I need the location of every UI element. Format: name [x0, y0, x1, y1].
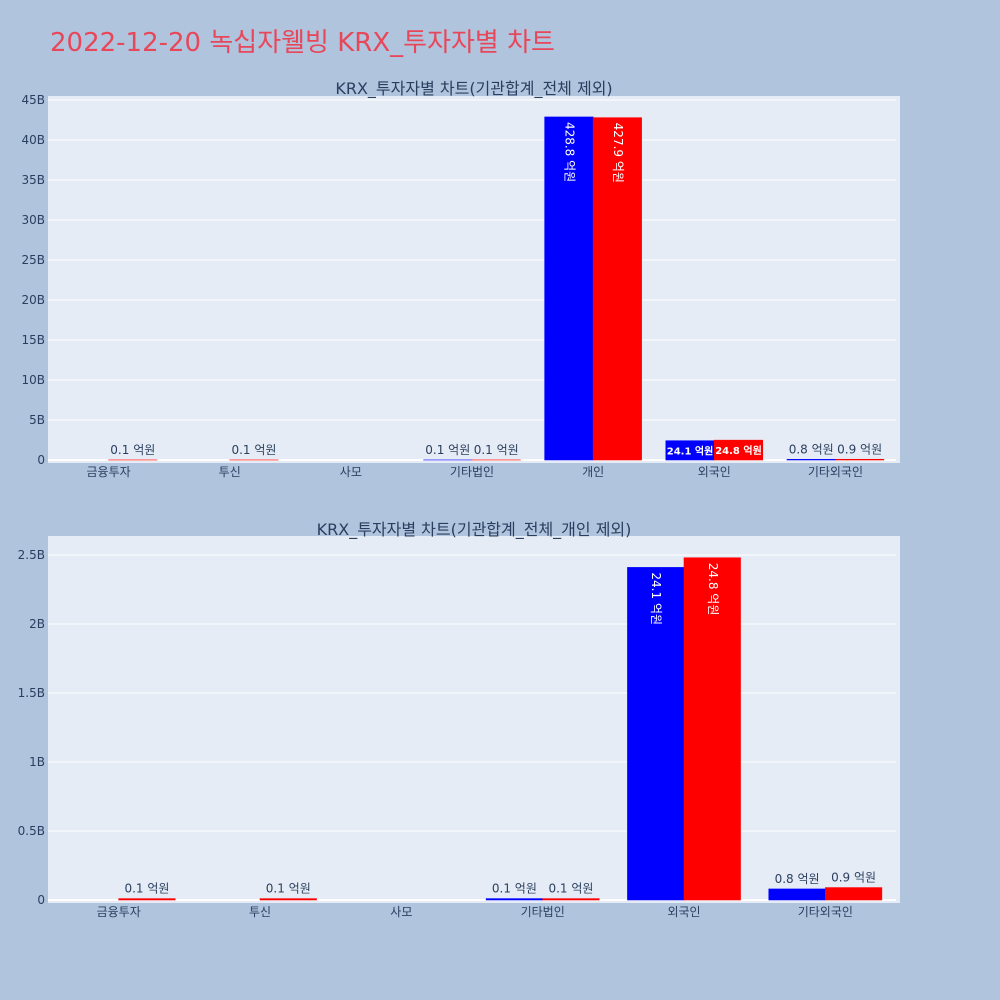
bar	[786, 459, 836, 461]
x-tick-label: 투신	[249, 905, 271, 919]
y-tick-label: 35B	[21, 173, 45, 187]
data-label: 428.8 억원	[562, 122, 576, 182]
y-tick-label: 2B	[29, 617, 45, 631]
x-tick-label: 투신	[219, 465, 241, 479]
x-tick-label: 기타외국인	[808, 465, 863, 479]
data-label: 0.1 억원	[266, 882, 311, 896]
y-tick-label: 5B	[29, 413, 45, 427]
data-label: 0.1 억원	[124, 882, 169, 896]
y-tick-label: 0.5B	[18, 824, 45, 838]
data-label: 24.1 억원	[667, 444, 714, 457]
data-label: 0.1 억원	[110, 443, 155, 457]
y-tick-label: 0	[37, 453, 45, 467]
page-title: 2022-12-20 녹십자웰빙 KRX_투자자별 차트	[50, 28, 555, 58]
data-label: 0.9 억원	[831, 871, 876, 885]
bar	[118, 898, 176, 901]
data-label: 0.1 억원	[492, 882, 537, 896]
y-tick-label: 15B	[21, 333, 45, 347]
bar	[835, 458, 885, 461]
data-label: 427.9 억원	[611, 123, 625, 183]
bar	[825, 887, 883, 901]
y-tick-label: 10B	[21, 373, 45, 387]
data-label: 0.1 억원	[425, 443, 470, 457]
y-tick-label: 20B	[21, 293, 45, 307]
data-label: 24.8 억원	[715, 444, 762, 457]
x-tick-label: 금융투자	[86, 465, 130, 479]
y-tick-label: 40B	[21, 133, 45, 147]
y-tick-label: 2.5B	[18, 548, 45, 562]
y-tick-label: 1.5B	[18, 686, 45, 700]
x-tick-label: 개인	[582, 465, 604, 479]
x-tick-label: 기타외국인	[798, 905, 853, 919]
x-tick-label: 기타법인	[450, 465, 494, 479]
data-label: 0.8 억원	[775, 872, 820, 886]
y-tick-label: 1B	[29, 755, 45, 769]
data-label: 24.1 억원	[649, 572, 663, 625]
bar	[627, 567, 685, 901]
plot-area	[48, 536, 900, 903]
bar	[768, 888, 826, 901]
data-label: 24.8 억원	[706, 563, 720, 616]
bar	[544, 116, 594, 461]
bar	[542, 898, 600, 901]
data-label: 0.8 억원	[789, 442, 834, 456]
bar	[683, 557, 741, 901]
data-label: 0.9 억원	[837, 442, 882, 456]
y-tick-label: 45B	[21, 93, 45, 107]
chart-title: KRX_투자자별 차트(기관합계_전체_개인 제외)	[317, 520, 632, 540]
data-label: 0.1 억원	[548, 882, 593, 896]
y-tick-label: 30B	[21, 213, 45, 227]
chart-2: 0 0.5B 1B 1.5B 2B 2.5B KRX_투자자별 차트(기관합계_전체_개인 …	[18, 520, 900, 919]
x-tick-label: 사모	[390, 905, 412, 919]
data-label: 0.1 억원	[474, 443, 519, 457]
chart-1: 0 5B 10B 15B 20B 25B 30B 35B 40B 45B KRX_투자자별 차트(기…	[21, 79, 900, 479]
y-tick-label: 0	[37, 893, 45, 907]
plot-area	[48, 96, 900, 463]
x-tick-label: 금융투자	[97, 905, 141, 919]
data-label: 0.1 억원	[231, 443, 276, 457]
x-tick-label: 외국인	[698, 465, 731, 479]
x-tick-label: 기타법인	[521, 905, 565, 919]
bar	[259, 898, 317, 901]
bar	[713, 439, 764, 461]
x-tick-label: 외국인	[667, 905, 700, 919]
x-tick-label: 사모	[340, 465, 362, 479]
bar	[592, 117, 642, 461]
bar	[485, 898, 543, 901]
y-tick-label: 25B	[21, 253, 45, 267]
chart-title: KRX_투자자별 차트(기관합계_전체 제외)	[335, 79, 612, 99]
